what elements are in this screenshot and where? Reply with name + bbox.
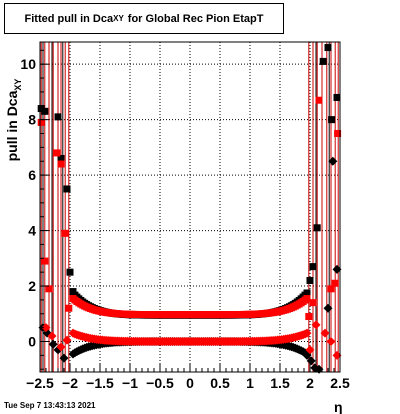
sigma-marker bbox=[334, 130, 342, 138]
y-tick-label: 2 bbox=[28, 278, 36, 294]
sigma-marker bbox=[63, 185, 71, 193]
x-tick-label: 0 bbox=[186, 375, 194, 391]
sigma-marker bbox=[57, 154, 65, 162]
mean-marker bbox=[311, 320, 321, 330]
y-axis-title-main: pull in Dca bbox=[4, 90, 20, 161]
x-tick-label: −2 bbox=[62, 375, 78, 391]
sigma-marker bbox=[41, 257, 49, 265]
sigma-marker bbox=[306, 276, 314, 284]
mean-marker bbox=[323, 303, 333, 313]
sigma-marker bbox=[309, 299, 317, 307]
chart-title-subscript: XY bbox=[113, 14, 124, 23]
y-tick-label: 6 bbox=[28, 167, 36, 183]
x-tick-label: 1 bbox=[246, 375, 254, 391]
mean-marker bbox=[332, 264, 342, 274]
sigma-marker bbox=[315, 96, 323, 104]
sigma-marker bbox=[305, 313, 313, 321]
error-bars bbox=[40, 42, 339, 372]
x-tick-label: −1.5 bbox=[86, 375, 114, 391]
sigma-marker bbox=[65, 304, 73, 312]
mean-marker bbox=[302, 328, 312, 338]
x-tick-label: 2 bbox=[306, 375, 314, 391]
x-tick-label: 2.5 bbox=[330, 375, 350, 391]
sigma-marker bbox=[309, 263, 317, 271]
mean-marker bbox=[314, 364, 324, 374]
y-tick-label: 4 bbox=[28, 223, 36, 239]
sigma-marker bbox=[41, 107, 49, 115]
sigma-marker bbox=[45, 285, 53, 293]
mean-marker bbox=[47, 331, 57, 341]
sigma-marker bbox=[319, 57, 327, 65]
x-tick-label: −2.5 bbox=[26, 375, 54, 391]
mean-marker bbox=[306, 356, 316, 366]
sigma-marker bbox=[57, 160, 65, 168]
mean-marker bbox=[326, 336, 336, 346]
sigma-marker bbox=[303, 295, 311, 303]
y-tick-label: 10 bbox=[20, 56, 36, 72]
sigma-marker bbox=[69, 288, 77, 296]
y-axis-title: pull in DcaXY bbox=[4, 79, 23, 162]
y-axis-title-subscript: XY bbox=[13, 79, 23, 91]
mean-marker bbox=[59, 353, 69, 363]
mean-marker bbox=[320, 328, 330, 338]
x-tick-labels: −2.5 −2 −1.5 −1 −0.5 0 0.5 1 1.5 2 2.5 bbox=[26, 375, 350, 391]
x-tick-label: −1 bbox=[122, 375, 138, 391]
mean-marker bbox=[332, 350, 342, 360]
sigma-marker bbox=[37, 105, 45, 113]
mean-marker bbox=[62, 335, 72, 345]
y-tick-label: 8 bbox=[28, 112, 36, 128]
mean-marker bbox=[305, 345, 315, 355]
axis-ticks bbox=[39, 49, 341, 372]
x-axis-title: η bbox=[334, 399, 343, 414]
sigma-marker bbox=[331, 279, 339, 287]
grid-lines bbox=[40, 42, 340, 372]
x-tick-label: −0.5 bbox=[146, 375, 174, 391]
y-tick-label: 0 bbox=[28, 333, 36, 349]
sigma-marker bbox=[327, 285, 335, 293]
sigma-marker bbox=[328, 116, 336, 124]
mean-marker bbox=[56, 342, 66, 352]
mean-marker bbox=[41, 323, 51, 333]
sigma-marker bbox=[54, 113, 62, 121]
x-tick-label: 1.5 bbox=[270, 375, 290, 391]
mean-marker bbox=[48, 339, 58, 349]
mean-marker bbox=[328, 156, 338, 166]
x-tick-label: 0.5 bbox=[210, 375, 230, 391]
data-markers bbox=[37, 44, 342, 374]
chart-title-main: Fitted pull in Dca bbox=[24, 12, 114, 25]
sigma-marker bbox=[303, 290, 311, 298]
sigma-marker bbox=[37, 118, 45, 126]
sigma-marker bbox=[333, 93, 341, 101]
footer-timestamp: Tue Sep 7 13:43:13 2021 bbox=[4, 401, 96, 410]
sigma-marker bbox=[53, 149, 61, 157]
sigma-marker bbox=[61, 229, 69, 237]
chart-title-rest: for Global Rec Pion EtapT bbox=[127, 12, 264, 25]
sigma-marker bbox=[313, 224, 321, 232]
chart-title: Fitted pull in Dca XY for Global Rec Pion … bbox=[4, 3, 284, 34]
y-tick-labels: 0 2 4 6 8 10 bbox=[20, 56, 36, 349]
sigma-marker bbox=[66, 268, 74, 276]
sigma-marker bbox=[324, 44, 332, 52]
